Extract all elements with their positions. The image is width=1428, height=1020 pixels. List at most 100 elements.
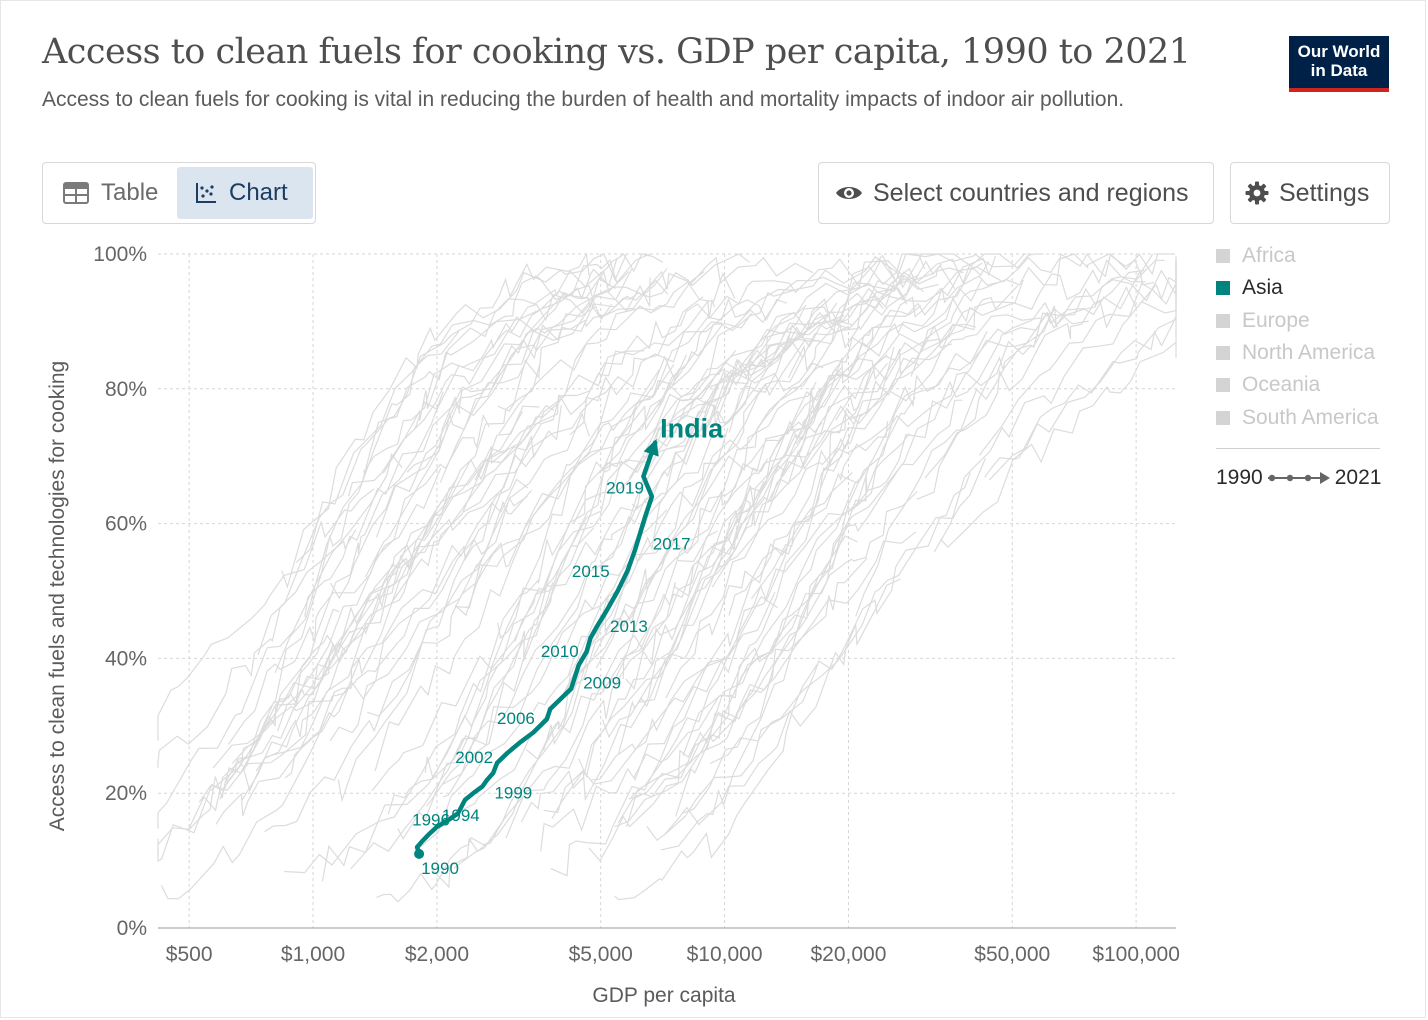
timeline-end: 2021 xyxy=(1334,466,1382,489)
year-label: 1994 xyxy=(442,806,480,825)
year-label: 1996 xyxy=(412,810,450,829)
year-label: 2017 xyxy=(653,535,691,554)
legend-item-north-america[interactable]: North America xyxy=(1216,337,1406,369)
background-trajectory xyxy=(382,253,663,474)
background-trajectory xyxy=(617,557,868,824)
logo-line-1: Our World xyxy=(1297,42,1381,61)
background-trajectory xyxy=(255,410,524,772)
background-trajectory xyxy=(210,391,444,792)
background-trajectory xyxy=(397,385,613,840)
background-trajectory xyxy=(988,261,1177,481)
background-trajectory xyxy=(157,529,357,768)
background-trajectory xyxy=(768,279,1024,500)
background-trajectory xyxy=(462,298,787,513)
background-trajectory xyxy=(614,664,818,901)
owid-logo[interactable]: Our World in Data xyxy=(1289,36,1389,92)
eye-icon xyxy=(836,187,862,199)
background-trajectory xyxy=(718,307,974,567)
x-tick-label: $10,000 xyxy=(687,943,763,966)
tab-chart[interactable]: Chart xyxy=(177,167,313,219)
legend-swatch xyxy=(1216,378,1230,393)
series-label-india: India xyxy=(660,414,724,444)
series-start-point xyxy=(414,848,425,859)
background-trajectory xyxy=(228,413,490,745)
select-countries-button[interactable]: Select countries and regions xyxy=(818,162,1214,224)
background-trajectory xyxy=(638,262,983,703)
background-trajectory xyxy=(628,531,917,800)
background-trajectory xyxy=(595,263,942,669)
background-trajectory xyxy=(787,258,990,379)
background-trajectory xyxy=(780,255,997,477)
background-trajectory xyxy=(601,472,853,739)
legend-item-oceania[interactable]: Oceania xyxy=(1216,369,1406,401)
background-trajectory xyxy=(321,582,554,882)
page-title: Access to clean fuels for cooking vs. GD… xyxy=(42,32,1191,72)
logo-line-2: in Data xyxy=(1310,61,1368,80)
legend-swatch xyxy=(1216,313,1230,328)
background-trajectory xyxy=(532,427,729,712)
legend-swatch xyxy=(1216,346,1230,361)
background-trajectory xyxy=(540,595,778,852)
background-trajectory xyxy=(622,287,908,680)
background-trajectory xyxy=(439,253,750,483)
timeline-start: 1990 xyxy=(1216,466,1263,489)
background-trajectory xyxy=(157,453,403,829)
legend-item-europe[interactable]: Europe xyxy=(1216,305,1406,337)
legend-label: Oceania xyxy=(1242,373,1321,397)
background-trajectory xyxy=(295,253,651,563)
background-trajectory xyxy=(543,259,918,751)
india-trajectory[interactable] xyxy=(414,440,658,857)
background-trajectory xyxy=(330,303,613,600)
legend-item-asia[interactable]: Asia xyxy=(1216,272,1406,304)
background-trajectory xyxy=(551,458,768,819)
year-label: 1999 xyxy=(494,783,532,802)
background-trajectory xyxy=(625,338,953,690)
timeline-legend: 1990 2021 xyxy=(1216,466,1381,490)
legend-item-south-america[interactable]: South America xyxy=(1216,401,1406,433)
background-trajectory xyxy=(625,467,870,827)
background-trajectory xyxy=(709,457,987,765)
y-tick-label: 100% xyxy=(93,243,147,266)
background-trajectory xyxy=(454,364,675,609)
background-trajectory xyxy=(588,477,862,862)
legend-swatch xyxy=(1216,281,1230,296)
legend-label: South America xyxy=(1242,405,1379,429)
background-trajectory xyxy=(633,491,918,778)
background-trajectory xyxy=(454,304,807,617)
year-label: 2006 xyxy=(497,709,535,728)
background-trajectory xyxy=(658,253,926,407)
background-trajectory xyxy=(710,314,1041,556)
background-trajectory xyxy=(348,285,596,497)
background-trajectory xyxy=(597,338,820,474)
background-trajectory xyxy=(751,285,1019,599)
background-trajectory xyxy=(362,277,616,473)
select-countries-label: Select countries and regions xyxy=(873,178,1189,207)
year-label: 2019 xyxy=(606,479,644,498)
axes: 0% 20% 40% 60% 80% 100% $500 $1,000 $2,000 $5,000… xyxy=(93,243,1180,966)
x-tick-label: $20,000 xyxy=(811,943,887,966)
background-trajectory xyxy=(562,302,838,696)
background-trajectory xyxy=(525,480,765,760)
settings-button[interactable]: Settings xyxy=(1230,162,1390,224)
background-trajectory xyxy=(652,253,1027,435)
background-trajectory xyxy=(367,354,687,717)
scatter-chart-icon xyxy=(196,183,216,203)
background-trajectory xyxy=(569,258,905,436)
tab-table[interactable]: Table xyxy=(47,167,177,219)
year-label: 2009 xyxy=(583,674,621,693)
background-trajectory xyxy=(371,350,737,792)
background-trajectory xyxy=(823,270,1155,472)
background-trajectory xyxy=(628,266,1002,479)
x-tick-label: $100,000 xyxy=(1092,943,1180,966)
background-trajectory xyxy=(364,270,630,578)
legend-swatch xyxy=(1216,410,1230,425)
legend-swatch xyxy=(1216,249,1230,264)
background-trajectory xyxy=(855,269,1145,617)
background-trajectory xyxy=(768,279,983,461)
background-trajectory xyxy=(660,323,976,851)
year-label: 1990 xyxy=(421,859,459,878)
year-label: 2010 xyxy=(541,642,579,661)
y-axis-title: Access to clean fuels and technologies f… xyxy=(46,361,69,831)
legend-item-africa[interactable]: Africa xyxy=(1216,240,1406,272)
